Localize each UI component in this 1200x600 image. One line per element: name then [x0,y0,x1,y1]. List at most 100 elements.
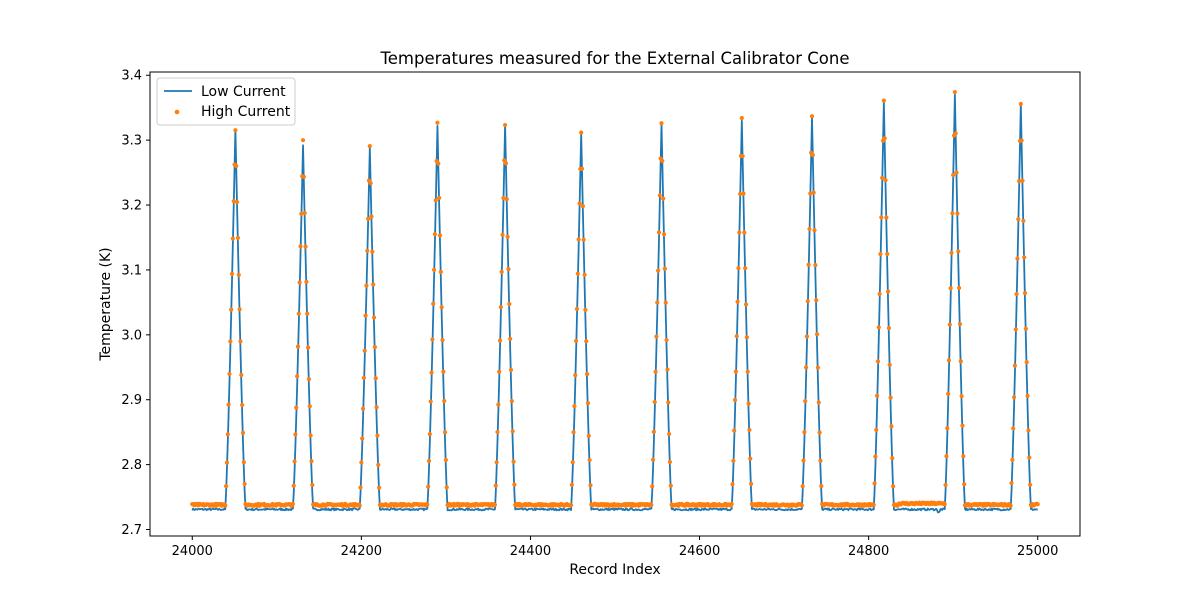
high-current-point [374,405,379,410]
high-current-point [815,365,821,370]
high-current-point [955,211,960,216]
high-current-point [291,483,296,488]
high-current-point [656,230,662,235]
high-current-point [1035,502,1040,507]
high-current-point [1011,395,1017,400]
high-current-point [368,181,373,186]
high-current-point [802,430,807,435]
high-current-point [872,481,877,486]
y-tick-label: 2.8 [121,458,142,473]
high-current-point [818,458,823,463]
high-current-point [585,371,590,377]
high-current-point [649,502,654,507]
high-current-point [736,266,741,271]
high-current-point [959,394,964,399]
high-current-point [501,195,506,201]
high-current-point [1011,426,1016,431]
high-current-point [803,365,809,370]
high-current-point [507,301,512,307]
high-current-point [942,502,947,507]
legend-label-low-current: Low Current [201,84,286,100]
high-current-point [224,460,230,465]
x-tick-label: 24800 [848,544,889,559]
high-current-point [961,454,966,459]
high-current-point [495,429,500,435]
high-current-point [886,326,892,331]
high-current-point [432,232,438,237]
high-current-point [581,237,586,242]
high-current-point [240,430,246,435]
high-current-point [370,249,375,254]
high-current-point [428,399,433,404]
high-current-point [1008,503,1013,508]
legend-label-high-current: High Current [201,104,291,120]
high-current-point [510,429,515,434]
high-current-point [444,485,449,490]
high-current-point [950,211,955,216]
high-current-point [235,235,241,240]
high-current-point [661,196,666,201]
high-current-point [433,198,438,203]
high-current-point [799,503,804,508]
high-current-point [302,211,307,216]
high-current-point [948,286,953,291]
high-current-point [497,338,503,343]
high-current-point [308,433,313,438]
high-current-point [503,161,509,166]
high-current-point [575,271,580,276]
high-current-point [588,483,593,488]
high-current-point [296,311,301,316]
high-current-point [665,367,670,372]
high-current-point [740,153,745,159]
high-current-point [888,395,893,400]
high-current-point [805,299,810,304]
x-tick-label: 24000 [172,544,213,559]
high-current-point [431,301,436,306]
high-current-point [431,267,437,272]
high-current-point [887,362,892,367]
high-current-point [737,230,742,235]
high-current-point [890,456,895,461]
high-current-point [749,481,754,486]
high-current-point [657,193,662,198]
high-current-point [734,334,739,339]
high-current-point [298,244,303,249]
high-current-point [301,174,306,179]
high-current-point [742,230,747,235]
high-current-point [500,232,505,237]
high-current-point [874,393,880,398]
high-current-point [962,482,967,487]
high-current-point [960,423,965,428]
high-current-point [373,376,378,381]
x-axis-label: Record Index [569,562,660,578]
high-current-point [295,374,300,379]
high-current-point [1013,327,1018,332]
high-current-point [363,313,368,318]
high-current-point [889,424,894,429]
high-current-point [310,482,315,488]
legend-box [156,77,296,126]
high-current-point [738,191,743,197]
high-current-point [439,305,444,310]
high-current-point [227,371,232,377]
high-current-point [582,272,587,278]
high-current-point [819,484,824,489]
high-current-point [807,226,812,232]
high-current-point [239,372,244,378]
high-current-point [650,484,655,489]
high-current-point [814,332,820,337]
high-current-point [426,484,431,489]
high-current-point [811,190,816,195]
high-current-point [231,199,236,204]
high-current-point [371,282,376,287]
high-current-point [875,359,881,364]
high-current-point [499,269,504,275]
high-current-point [579,130,584,135]
high-current-point [435,120,440,125]
high-current-point [659,121,664,126]
legend-swatch-high-current [174,109,180,115]
high-current-point [569,482,574,488]
y-axis-label: Temperature (K) [98,247,114,361]
high-current-point [891,484,896,489]
